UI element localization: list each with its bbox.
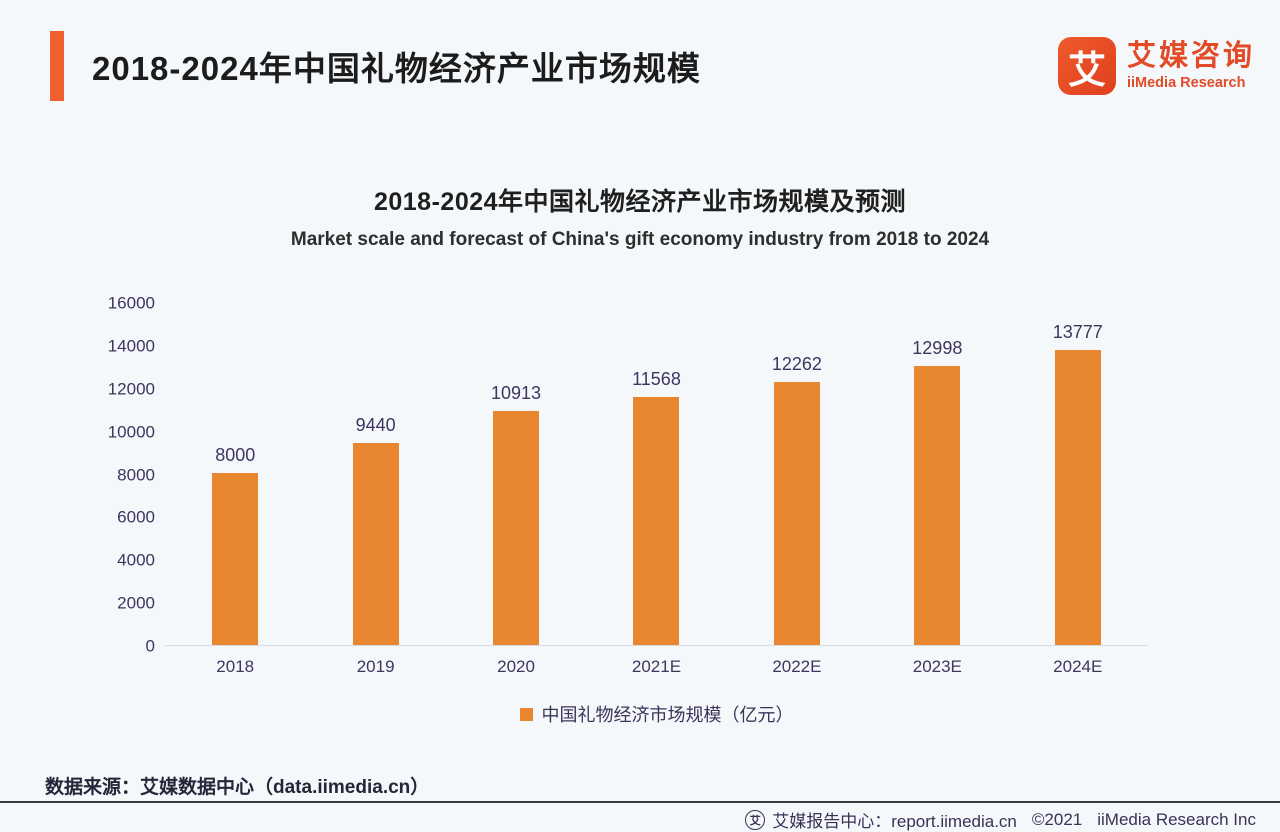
y-axis: 0 2000 4000 6000 8000 10000 12000 14000 16000 xyxy=(95,295,165,655)
y-axis-tick: 8000 xyxy=(117,465,155,484)
bar-2024E xyxy=(1054,350,1101,645)
footer-report-center: 艾媒报告中心：report.iimedia.cn xyxy=(772,812,1017,831)
logo-name-cn: 艾媒咨询 xyxy=(1126,40,1255,73)
bar-column-2021E: 11568 xyxy=(586,303,726,645)
chart-title: 2018-2024年中国礼物经济产业市场规模及预测 xyxy=(373,188,907,216)
y-axis-tick: 0 xyxy=(145,636,155,656)
chart-section: 2018-2024年中国礼物经济产业市场规模及预测 Market scale a… xyxy=(0,182,1280,727)
footer-report-center-group: 艾 艾媒报告中心：report.iimedia.cn xyxy=(745,807,1017,832)
x-axis-label-2024E: 2024E xyxy=(1053,657,1103,676)
y-axis-tick: 6000 xyxy=(117,507,155,527)
bars-row: 8000 9440 10913 11568 12262 12998 13777 xyxy=(165,303,1148,646)
data-source-note: 数据来源：艾媒数据中心（data.iimedia.cn） xyxy=(45,777,430,798)
y-axis-tick: 4000 xyxy=(117,550,155,570)
footer-copyright: ©2021 xyxy=(1031,809,1083,829)
legend: 中国礼物经济市场规模（亿元） xyxy=(165,701,1148,727)
bar-value-label: 10913 xyxy=(491,383,542,403)
bar-2018 xyxy=(212,473,259,645)
bar-column-2018: 8000 xyxy=(165,303,305,645)
logo-text: 艾媒咨询 iiMedia Research xyxy=(1126,40,1255,91)
chart-subtitle: Market scale and forecast of China's gif… xyxy=(290,229,990,250)
bar-2020 xyxy=(493,411,540,645)
page-title: 2018-2024年中国礼物经济产业市场规模 xyxy=(92,50,701,87)
header: 2018-2024年中国礼物经济产业市场规模 艾 艾媒咨询 iiMedia Re… xyxy=(0,0,1280,102)
plot-area: 8000 9440 10913 11568 12262 12998 13777 2018 20… xyxy=(165,303,1148,677)
header-accent-bar xyxy=(50,31,64,101)
y-axis-tick: 2000 xyxy=(117,593,155,613)
x-axis-label-2023E: 2023E xyxy=(912,657,962,676)
bar-value-label: 11568 xyxy=(632,369,681,389)
x-axis: 2018 2019 2020 2021E 2022E 2023E 2024E xyxy=(165,646,1148,677)
bar-value-label: 12998 xyxy=(912,338,963,358)
y-axis-tick: 16000 xyxy=(107,293,155,313)
x-axis-label-2019: 2019 xyxy=(356,657,395,676)
bar-value-label: 9440 xyxy=(355,415,396,435)
bar-2022E xyxy=(773,382,820,645)
bar-2023E xyxy=(914,366,961,645)
bar-value-label: 12262 xyxy=(771,354,822,374)
footer-company: iiMedia Research Inc xyxy=(1097,809,1256,829)
footer-divider xyxy=(0,801,1280,803)
x-axis-label-2021E: 2021E xyxy=(631,657,682,676)
y-axis-tick: 10000 xyxy=(107,422,155,442)
bar-value-label: 13777 xyxy=(1052,322,1103,342)
bar-column-2019: 9440 xyxy=(305,303,445,645)
x-axis-label-2022E: 2022E xyxy=(772,657,822,676)
bar-2019 xyxy=(352,443,399,645)
logo-name-en: iiMedia Research xyxy=(1126,74,1246,91)
x-axis-label-2020: 2020 xyxy=(497,657,535,676)
y-axis-tick: 14000 xyxy=(107,336,155,356)
bar-2021E xyxy=(633,397,680,645)
bar-column-2024E: 13777 xyxy=(1008,303,1148,645)
iimedia-logo-icon: 艾 xyxy=(1057,37,1116,95)
legend-label: 中国礼物经济市场规模（亿元） xyxy=(541,705,794,725)
bar-column-2020: 10913 xyxy=(446,303,586,645)
iimedia-badge-icon: 艾 xyxy=(745,809,766,830)
footer: 艾 艾媒报告中心：report.iimedia.cn ©2021 iiMedia… xyxy=(745,807,1256,832)
bar-column-2022E: 12262 xyxy=(727,303,867,645)
bar-value-label: 8000 xyxy=(215,445,256,465)
iimedia-logo: 艾 艾媒咨询 iiMedia Research xyxy=(1057,37,1255,95)
y-axis-tick: 12000 xyxy=(107,379,155,399)
legend-swatch xyxy=(519,707,533,721)
x-axis-label-2018: 2018 xyxy=(216,657,255,676)
bar-chart: 0 2000 4000 6000 8000 10000 12000 14000 16000 80… xyxy=(95,295,1280,677)
bar-column-2023E: 12998 xyxy=(867,303,1007,645)
